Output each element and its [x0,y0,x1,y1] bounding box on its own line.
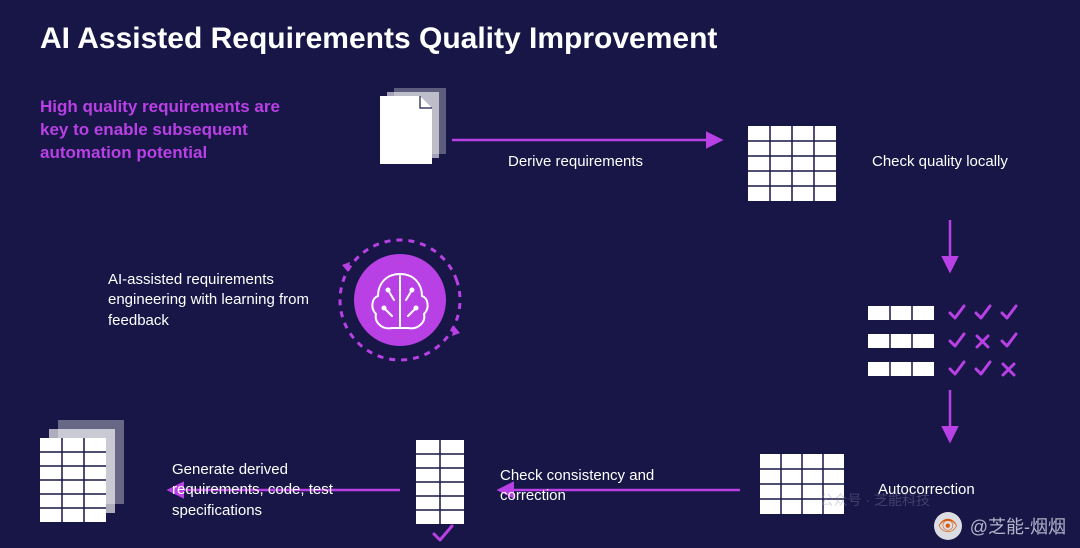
label-ai-center: AI-assisted requirements engineering wit… [108,270,328,331]
label-check-quality: Check quality locally [872,152,1012,172]
grid-icon-consistency [416,440,464,524]
weibo-icon: 👁 [934,512,962,540]
label-check-consistency: Check consistency and correction [500,466,660,507]
documents-icon [380,88,446,164]
ai-brain-icon [323,223,477,377]
output-documents-icon [40,420,124,522]
watermark-text: @芝能-烟烟 [970,513,1066,539]
label-generate: Generate derived requirements, code, tes… [172,460,352,521]
label-derive: Derive requirements [508,152,643,172]
check-rows-icon [868,306,1016,376]
watermark-faint: 公众号 · 芝能科技 [820,490,930,510]
grid-icon-top [748,126,836,201]
watermark: 👁 @芝能-烟烟 [934,512,1066,540]
